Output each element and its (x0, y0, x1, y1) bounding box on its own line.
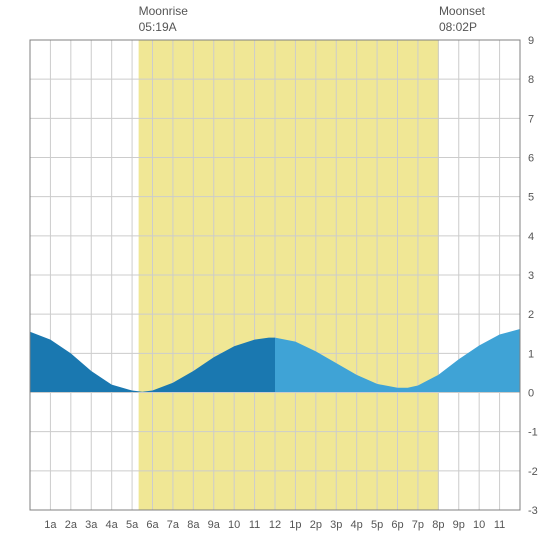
svg-text:-3: -3 (528, 505, 538, 517)
svg-text:2a: 2a (65, 519, 78, 531)
svg-text:8p: 8p (432, 519, 444, 531)
svg-text:6: 6 (528, 153, 534, 165)
svg-text:5a: 5a (126, 519, 139, 531)
svg-text:9p: 9p (453, 519, 465, 531)
svg-text:11: 11 (249, 519, 260, 531)
svg-text:1p: 1p (289, 519, 301, 531)
moonset-title: Moonset (439, 4, 485, 18)
svg-text:0: 0 (528, 388, 534, 400)
svg-text:7a: 7a (167, 519, 180, 531)
svg-text:8a: 8a (187, 519, 200, 531)
svg-text:3: 3 (528, 270, 534, 282)
svg-text:9a: 9a (208, 519, 221, 531)
svg-text:5p: 5p (371, 519, 383, 531)
svg-text:2p: 2p (310, 519, 322, 531)
chart-svg: -3-2-101234567891a2a3a4a5a6a7a8a9a101112… (0, 0, 550, 550)
svg-text:3p: 3p (330, 519, 342, 531)
svg-text:12: 12 (269, 519, 281, 531)
svg-text:1a: 1a (44, 519, 57, 531)
svg-text:-2: -2 (528, 466, 538, 478)
svg-text:6a: 6a (146, 519, 159, 531)
svg-text:8: 8 (528, 74, 534, 86)
svg-text:9: 9 (528, 35, 534, 47)
svg-text:6p: 6p (391, 519, 403, 531)
svg-text:3a: 3a (85, 519, 98, 531)
svg-text:10: 10 (228, 519, 240, 531)
moonrise-label: Moonrise 05:19A (139, 4, 188, 35)
tide-chart: Moonrise 05:19A Moonset 08:02P -3-2-1012… (0, 0, 550, 550)
svg-text:7: 7 (528, 113, 534, 125)
moonrise-time: 05:19A (139, 20, 177, 34)
svg-text:5: 5 (528, 192, 534, 204)
svg-text:-1: -1 (528, 427, 538, 439)
svg-text:10: 10 (473, 519, 485, 531)
svg-text:7p: 7p (412, 519, 424, 531)
moonset-time: 08:02P (439, 20, 477, 34)
svg-text:11: 11 (494, 519, 505, 531)
svg-text:1: 1 (528, 348, 534, 360)
svg-text:4a: 4a (106, 519, 119, 531)
moonset-label: Moonset 08:02P (439, 4, 485, 35)
moonrise-title: Moonrise (139, 4, 188, 18)
svg-text:4: 4 (528, 231, 534, 243)
svg-text:4p: 4p (351, 519, 363, 531)
svg-text:2: 2 (528, 309, 534, 321)
